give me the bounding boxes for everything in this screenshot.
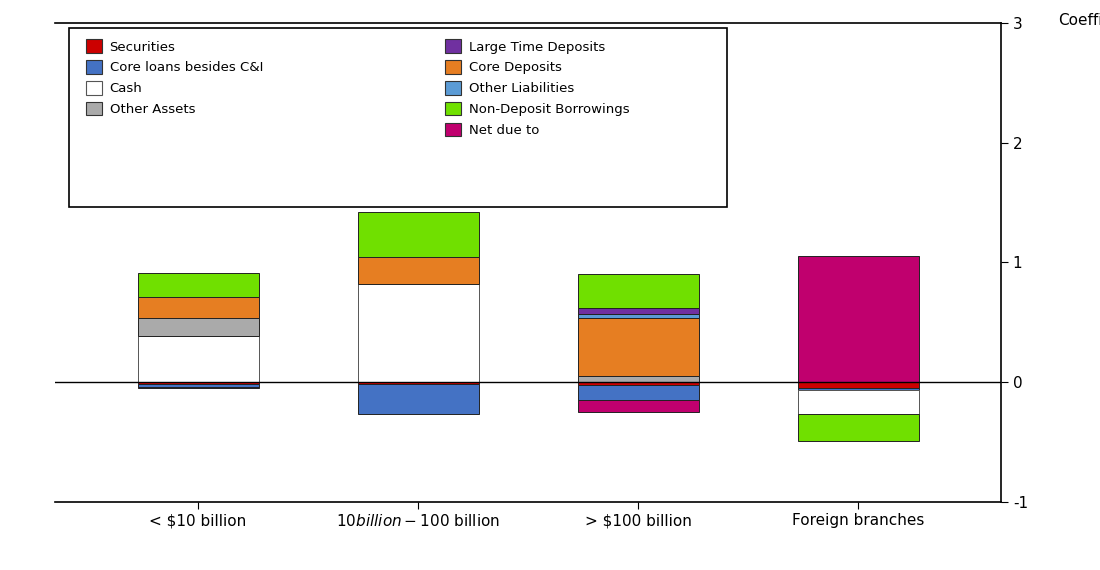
Bar [578, 319, 698, 376]
Bar [138, 384, 258, 386]
Bar [578, 274, 698, 308]
Bar [138, 386, 258, 388]
Bar [578, 400, 698, 412]
Bar [798, 256, 918, 382]
Bar [138, 319, 258, 336]
Legend: Large Time Deposits, Core Deposits, Other Liabilities, Non-Deposit Borrowings, N: Large Time Deposits, Core Deposits, Othe… [440, 34, 635, 142]
Bar [798, 388, 918, 390]
Bar [578, 314, 698, 319]
Bar [358, 212, 478, 258]
Bar [358, 284, 478, 382]
Bar [798, 390, 918, 414]
Bar [358, 384, 478, 414]
Bar [798, 382, 918, 388]
Bar [798, 414, 918, 441]
Bar [358, 382, 478, 384]
Bar [578, 382, 698, 385]
Bar [138, 382, 258, 384]
Bar [138, 297, 258, 319]
Bar [138, 336, 258, 382]
Bar [138, 273, 258, 297]
Bar [578, 385, 698, 400]
Bar [578, 308, 698, 314]
Bar [578, 376, 698, 382]
Y-axis label: Coefficient: Coefficient [1058, 13, 1100, 28]
Bar [358, 258, 478, 284]
